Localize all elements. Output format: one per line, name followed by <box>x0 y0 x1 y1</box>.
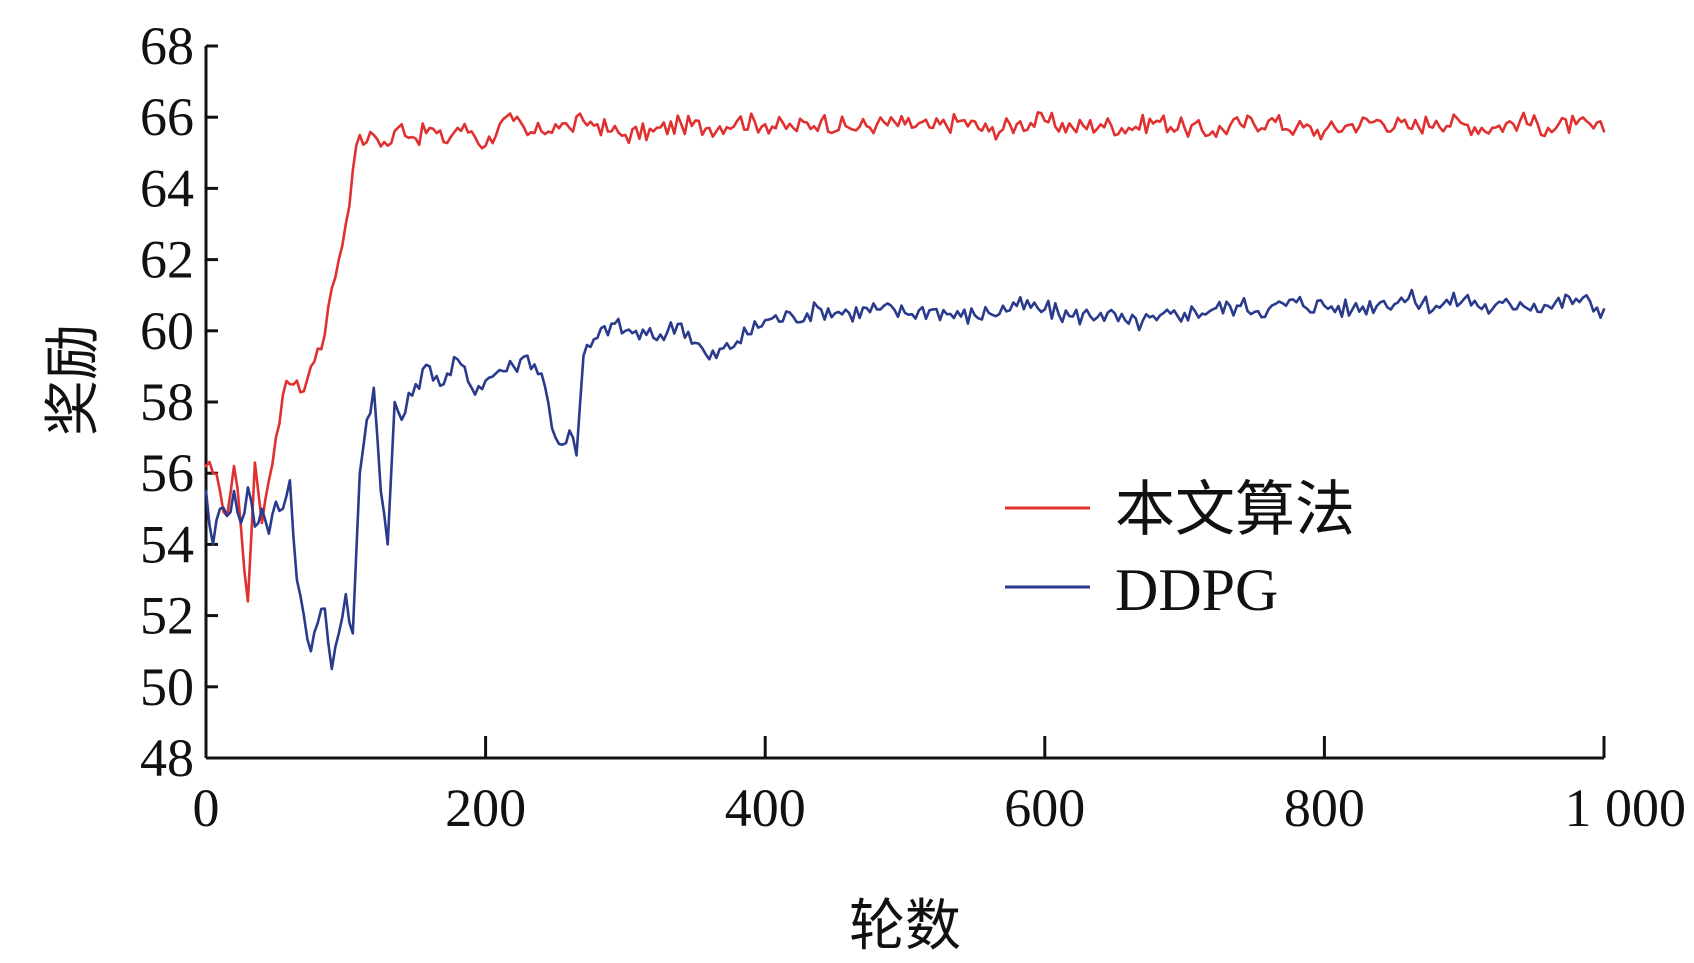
y-tick-label: 52 <box>140 586 194 646</box>
y-tick-label: 48 <box>140 728 194 788</box>
x-tick-label: 1 000 <box>1565 778 1687 838</box>
y-tick-label: 68 <box>140 16 194 76</box>
y-tick-label: 56 <box>140 443 194 503</box>
y-tick-label: 50 <box>140 657 194 717</box>
y-tick-label: 64 <box>140 158 194 218</box>
y-axis-title: 奖励 <box>41 324 106 436</box>
y-tick-label: 60 <box>140 301 194 361</box>
legend-label-ddpg: DDPG <box>1115 557 1278 623</box>
x-axis-ticks: 0 200 400 600 800 1 000 <box>193 736 1687 838</box>
axes <box>204 46 1604 760</box>
legend: 本文算法 DDPG <box>1005 477 1355 623</box>
y-axis-ticks: 48 50 52 54 56 58 60 62 64 66 68 <box>140 16 218 788</box>
y-tick-label: 54 <box>140 514 194 574</box>
y-tick-label: 62 <box>140 230 194 290</box>
y-tick-label: 66 <box>140 87 194 147</box>
x-tick-label: 800 <box>1284 778 1365 838</box>
x-tick-label: 0 <box>193 778 220 838</box>
legend-label-proposed: 本文算法 <box>1115 477 1355 543</box>
series-line-ddpg <box>204 288 1606 671</box>
x-axis-title: 轮数 <box>849 894 961 959</box>
y-tick-label: 58 <box>140 372 194 432</box>
x-tick-label: 200 <box>445 778 526 838</box>
series-layer <box>204 111 1606 671</box>
x-tick-label: 400 <box>725 778 806 838</box>
series-line-proposed <box>204 111 1606 603</box>
x-tick-label: 600 <box>1004 778 1085 838</box>
